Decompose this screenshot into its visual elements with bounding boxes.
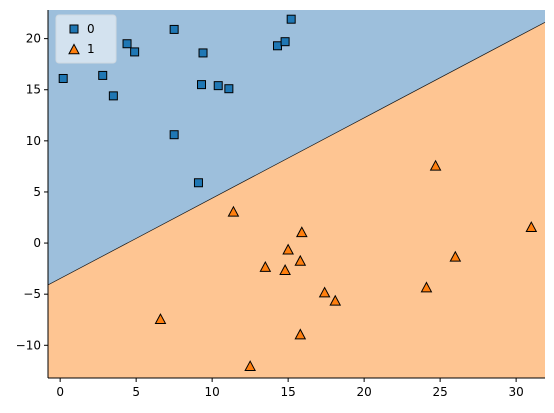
data-point-class-1 [244, 360, 256, 372]
data-point-class-0 [169, 24, 179, 34]
data-point-class-1 [294, 254, 307, 266]
data-point-class-0 [273, 41, 283, 51]
legend-label-class-0: 0 [87, 22, 95, 36]
x-tick-label: 0 [56, 385, 64, 399]
data-points [58, 14, 538, 372]
data-point-class-0 [286, 14, 296, 24]
y-tick-label: −5 [23, 287, 41, 301]
data-point-class-0 [224, 84, 234, 94]
decision-boundary-line [47, 21, 546, 286]
x-tick-label: 5 [132, 385, 140, 399]
x-tick-label: 25 [432, 385, 447, 399]
plot-area [47, 10, 546, 379]
data-point-class-0 [198, 48, 208, 58]
x-tick-label: 10 [205, 385, 220, 399]
y-tick-label: 20 [26, 32, 41, 46]
x-tick-label: 30 [508, 385, 523, 399]
region-class-1 [48, 22, 545, 379]
data-point-class-0 [280, 37, 290, 47]
y-tick-label: 5 [33, 185, 41, 199]
data-point-class-0 [197, 80, 207, 90]
data-point-class-0 [58, 73, 68, 83]
x-tick-label: 15 [281, 385, 296, 399]
data-point-class-0 [108, 91, 118, 101]
data-point-class-1 [449, 250, 462, 262]
x-tick-label: 20 [356, 385, 371, 399]
data-point-class-1 [259, 260, 272, 272]
data-point-class-1 [279, 264, 291, 275]
legend-box [55, 14, 117, 64]
data-point-class-0 [122, 39, 132, 49]
data-point-class-1 [282, 243, 294, 255]
data-point-class-0 [130, 47, 140, 57]
data-point-class-1 [154, 313, 167, 325]
data-point-class-1 [420, 281, 433, 293]
region-class-0 [48, 10, 545, 285]
legend: 01 [55, 14, 117, 64]
legend-label-class-1: 1 [87, 42, 95, 56]
legend-marker-class-1 [68, 43, 80, 55]
legend-marker-class-0 [69, 24, 79, 34]
data-point-class-1 [294, 328, 307, 340]
data-point-class-1 [227, 205, 240, 217]
data-point-class-1 [329, 294, 342, 306]
y-tick-label: 10 [26, 134, 41, 148]
data-point-class-0 [98, 70, 108, 80]
y-tick-label: 0 [33, 236, 41, 250]
data-point-class-0 [213, 81, 223, 91]
data-point-class-1 [429, 159, 442, 171]
data-point-class-0 [169, 130, 179, 140]
data-point-class-1 [525, 221, 538, 233]
data-point-class-0 [193, 178, 203, 188]
y-tick-label: 15 [26, 83, 41, 97]
y-tick-label: −10 [16, 338, 41, 352]
data-point-class-1 [318, 286, 331, 298]
data-point-class-1 [295, 226, 308, 238]
